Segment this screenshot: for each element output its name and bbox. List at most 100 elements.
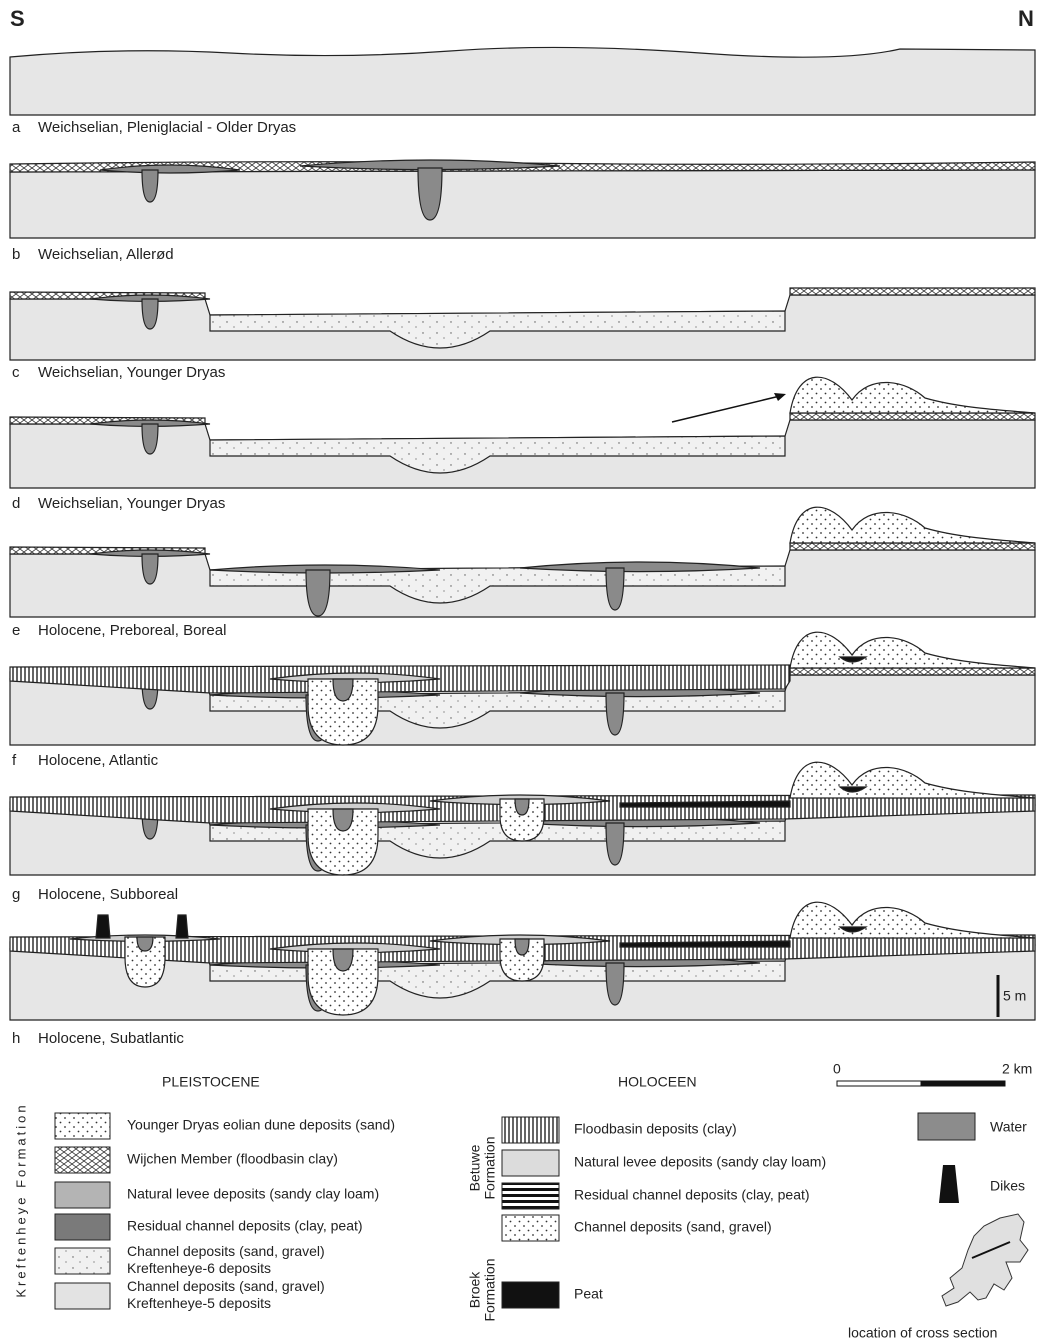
- legend-swatch: [54, 1247, 111, 1275]
- label-south: S: [10, 6, 25, 31]
- residual-channel: [141, 169, 159, 203]
- channel-deposit: [499, 798, 545, 842]
- valley-fill: [209, 565, 786, 604]
- legend-title: HOLOCEEN: [618, 1074, 697, 1090]
- legend-label: Natural levee deposits (sandy clay loam): [127, 1186, 379, 1202]
- residual-channel: [605, 822, 625, 866]
- legend-swatch: [501, 1149, 560, 1177]
- legend-label: Younger Dryas eolian dune deposits (sand…: [127, 1117, 395, 1133]
- residual-channel: [141, 298, 159, 330]
- residual-channel: [605, 567, 625, 611]
- legend-swatch: [501, 1182, 560, 1210]
- dune: [789, 376, 1036, 414]
- formation-label: Formation: [482, 1136, 498, 1199]
- panel-letter: e: [12, 622, 20, 639]
- levee: [209, 564, 441, 574]
- formation-label: Kreftenheye Formation: [13, 1102, 28, 1297]
- legend-swatch: [501, 1281, 560, 1309]
- legend-swatch: [54, 1181, 111, 1209]
- legend-label: Residual channel deposits (clay, peat): [127, 1218, 363, 1234]
- label-north: N: [1018, 6, 1034, 31]
- residual-channel: [417, 167, 443, 221]
- formation-label: Formation: [482, 1258, 498, 1321]
- residual-channel: [141, 553, 159, 585]
- panel-caption: Holocene, Atlantic: [38, 752, 159, 769]
- dike-symbol: [939, 1165, 959, 1203]
- panel-caption: Holocene, Subatlantic: [38, 1030, 184, 1047]
- panel-caption: Holocene, Preboreal, Boreal: [38, 622, 226, 639]
- legend-swatch: [501, 1214, 560, 1242]
- levee: [519, 561, 761, 573]
- legend-swatch: [501, 1116, 560, 1144]
- channel-deposit: [307, 678, 379, 746]
- channel-deposit: [307, 808, 379, 876]
- dune: [789, 506, 1036, 544]
- legend-swatch: [54, 1213, 111, 1241]
- legend-label: Channel deposits (sand, gravel): [574, 1219, 772, 1235]
- residual-channel: [514, 938, 530, 956]
- residual-channel: [605, 962, 625, 1006]
- residual-channel: [332, 808, 354, 832]
- panel-letter: d: [12, 495, 20, 512]
- levee: [89, 419, 211, 427]
- panel-caption: Weichselian, Younger Dryas: [38, 495, 225, 512]
- dune: [789, 901, 1036, 939]
- ground: [9, 169, 1036, 239]
- channel-deposit: [307, 948, 379, 1016]
- legend-label: Residual channel deposits (clay, peat): [574, 1187, 810, 1203]
- legend-label: Natural levee deposits (sandy clay loam): [574, 1154, 826, 1170]
- residual-channel: [332, 948, 354, 972]
- panel-letter: h: [12, 1030, 20, 1047]
- residual-channel: [605, 692, 625, 736]
- map-section-line: [971, 1241, 1011, 1259]
- legend-label: Kreftenheye-5 deposits: [127, 1295, 271, 1311]
- dune-peat: [838, 926, 868, 933]
- dune-peat: [838, 786, 868, 793]
- panel-caption: Weichselian, Younger Dryas: [38, 364, 225, 381]
- legend-swatch: [54, 1112, 111, 1140]
- levee: [89, 549, 211, 557]
- legend-title: PLEISTOCENE: [162, 1074, 260, 1090]
- wijchen-clay: [789, 412, 1036, 421]
- arrow-head: [774, 393, 786, 401]
- levee: [299, 159, 561, 171]
- residual-channel: [305, 569, 331, 617]
- cross-sections: a Weichselian, Pleniglacial - Older Dryas…: [9, 46, 1036, 1047]
- wijchen-clay: [789, 287, 1036, 296]
- arrow: [671, 395, 781, 423]
- panel-letter: b: [12, 246, 20, 263]
- panel-letter: c: [12, 364, 20, 381]
- panel-caption: Weichselian, Allerød: [38, 246, 174, 263]
- legend-label: Channel deposits (sand, gravel): [127, 1243, 325, 1259]
- dune: [789, 631, 1036, 669]
- formation-label: Betuwe: [467, 1144, 483, 1191]
- panel-letter: a: [12, 119, 21, 136]
- channel-deposit: [499, 938, 545, 982]
- legend-label: Water: [990, 1119, 1027, 1135]
- scale-start: 0: [833, 1061, 841, 1077]
- legend-label: Wijchen Member (floodbasin clay): [127, 1151, 338, 1167]
- residual-channel: [332, 678, 354, 702]
- panel-letter: f: [12, 752, 17, 769]
- legend: Younger Dryas eolian dune deposits (sand…: [54, 1112, 826, 1311]
- channel-deposit: [124, 936, 166, 988]
- legend-label: Floodbasin deposits (clay): [574, 1121, 737, 1137]
- scale-end: 2 km: [1002, 1061, 1032, 1077]
- residual-channel: [141, 423, 159, 455]
- levee: [89, 294, 211, 302]
- formation-label: Broek: [467, 1271, 483, 1309]
- legend-label: Channel deposits (sand, gravel): [127, 1278, 325, 1294]
- peat: [619, 940, 791, 948]
- residual-channel: [514, 798, 530, 816]
- map-caption: location of cross section: [848, 1325, 997, 1341]
- dike: [175, 914, 189, 939]
- water-swatch: [917, 1112, 976, 1141]
- dune: [789, 761, 1036, 799]
- residual-channel: [136, 936, 154, 952]
- legend-swatch: [54, 1282, 111, 1310]
- legend-label: Dikes: [990, 1178, 1025, 1194]
- peat: [619, 800, 791, 808]
- valley-fill: [209, 435, 786, 474]
